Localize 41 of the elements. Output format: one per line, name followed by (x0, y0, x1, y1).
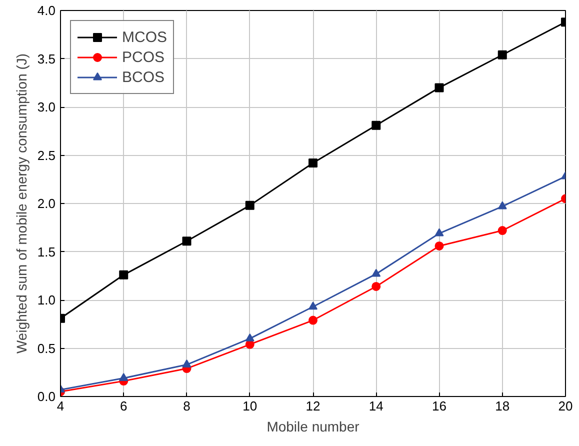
legend-label: MCOS (122, 28, 167, 46)
point (434, 241, 444, 250)
x-tick-label: 12 (306, 398, 320, 414)
point (372, 120, 381, 130)
x-tick-label: 6 (120, 398, 128, 414)
legend-label: PCOS (122, 48, 165, 66)
point (119, 270, 128, 280)
y-tick-label: 2.5 (37, 148, 56, 163)
point (498, 50, 507, 60)
y-tick-label: 0.0 (37, 389, 56, 404)
y-tick-label: 1.0 (37, 292, 56, 308)
point (182, 236, 192, 246)
point (308, 316, 318, 325)
point (245, 333, 254, 342)
point (498, 201, 507, 210)
point (498, 226, 507, 236)
point (434, 83, 444, 92)
x-tick-label: 14 (368, 398, 384, 414)
x-tick-label: 20 (558, 398, 573, 414)
y-tick-label: 0.5 (37, 340, 56, 356)
point (372, 268, 381, 277)
x-axis-title: Mobile number (266, 418, 360, 434)
x-tick-label: 16 (432, 398, 446, 414)
point (434, 228, 444, 236)
x-tick-label: 10 (242, 398, 258, 414)
x-tick-label: 18 (495, 398, 510, 414)
y-tick-label: 4.0 (37, 3, 56, 18)
point (245, 200, 254, 210)
legend-label: BCOS (122, 68, 165, 86)
y-axis-title: Weighted sum of mobile energy consumption (J) (13, 53, 30, 354)
y-tick-label: 2.0 (37, 196, 56, 211)
point (119, 373, 128, 381)
point (182, 360, 192, 368)
y-tick-label: 3.0 (37, 100, 56, 114)
x-tick-label: 8 (183, 398, 190, 414)
y-tick-label: 1.5 (37, 244, 56, 260)
y-tick-label: 3.5 (37, 51, 56, 66)
x-tick-label: 4 (56, 398, 64, 414)
point (308, 158, 318, 168)
point (308, 302, 318, 310)
point (372, 282, 381, 291)
